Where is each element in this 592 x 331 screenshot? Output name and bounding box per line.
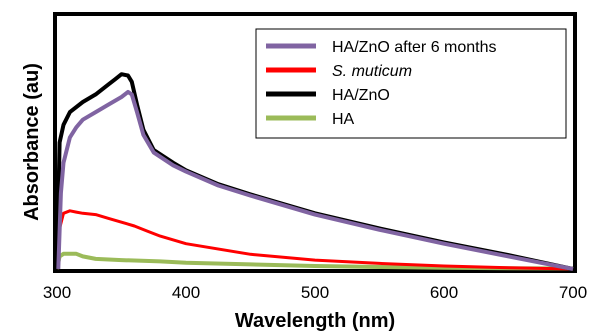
- legend-label-0: HA/ZnO after 6 months: [332, 39, 497, 56]
- series-layer: [55, 72, 574, 271]
- x-tick-label: 400: [172, 283, 200, 302]
- legend: HA/ZnO after 6 months S. muticum HA/ZnO HA: [255, 28, 567, 139]
- series-line-1: [55, 209, 574, 271]
- x-tick-label: 600: [430, 283, 458, 302]
- legend-label-1: S. muticum: [332, 63, 412, 80]
- x-tick-label: 500: [301, 283, 329, 302]
- x-axis-title: Wavelength (nm): [235, 310, 395, 331]
- series-line-3: [55, 251, 574, 271]
- y-axis-title: Absorbance (au): [21, 63, 43, 221]
- series-line-0: [56, 89, 574, 271]
- legend-label-3: HA: [332, 111, 355, 128]
- x-tick-label: 700: [559, 283, 587, 302]
- legend-label-2: HA/ZnO: [332, 87, 390, 104]
- x-tick-label: 300: [43, 283, 71, 302]
- x-axis-ticks: 300 400 500 600 700: [43, 283, 587, 302]
